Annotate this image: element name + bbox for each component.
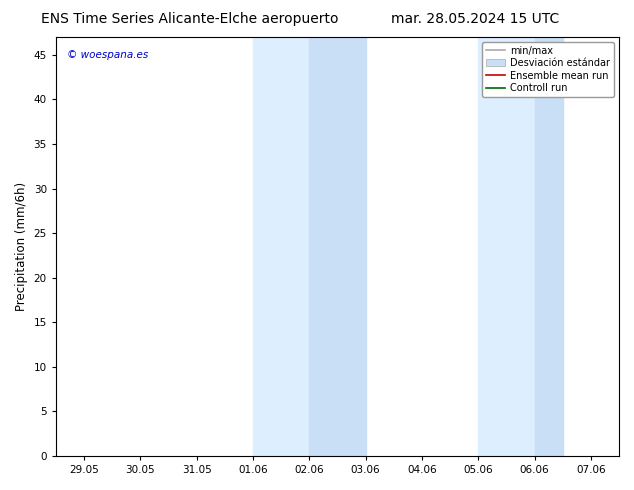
Bar (253, 37, 309, 456)
Bar (478, 37, 534, 456)
Text: mar. 28.05.2024 15 UTC: mar. 28.05.2024 15 UTC (391, 12, 560, 26)
Bar (534, 37, 563, 456)
Text: © woespana.es: © woespana.es (67, 49, 148, 60)
Text: ENS Time Series Alicante-Elche aeropuerto: ENS Time Series Alicante-Elche aeropuert… (41, 12, 339, 26)
Bar (309, 37, 366, 456)
Y-axis label: Precipitation (mm/6h): Precipitation (mm/6h) (15, 182, 28, 311)
Legend: min/max, Desviación estándar, Ensemble mean run, Controll run: min/max, Desviación estándar, Ensemble m… (482, 42, 614, 97)
